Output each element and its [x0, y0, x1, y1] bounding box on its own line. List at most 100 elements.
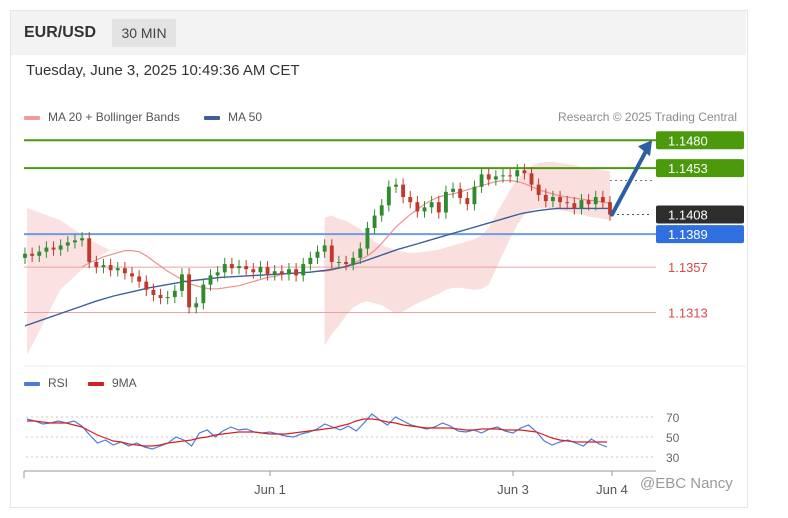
candle-body: [508, 175, 513, 177]
candle: [222, 257, 227, 279]
x-tick-label: Jun 1: [254, 482, 286, 497]
level-tag-1-1480: [656, 131, 744, 150]
candle: [144, 275, 149, 297]
candle: [365, 221, 370, 255]
legend-rsi: RSI: [24, 376, 68, 390]
candle: [394, 178, 398, 193]
candle-body: [522, 170, 527, 174]
candle: [486, 168, 491, 186]
candle: [422, 201, 427, 218]
candle-body: [558, 197, 562, 203]
level-label-1-1408: 1.1408: [668, 208, 708, 223]
candle: [379, 199, 384, 222]
candle: [258, 260, 263, 279]
candle-body: [579, 200, 584, 209]
candle: [501, 169, 505, 183]
level-label-1-1313: 1.1313: [668, 306, 708, 321]
candle: [558, 190, 562, 209]
candle-body: [472, 186, 477, 205]
candle-body: [458, 188, 463, 199]
candle: [472, 180, 477, 211]
candle-body: [465, 198, 470, 205]
candle: [151, 283, 156, 302]
candle-body: [394, 184, 398, 187]
candle-body: [401, 184, 406, 198]
candle-body: [415, 202, 420, 212]
candle: [58, 239, 63, 256]
candle-body: [151, 289, 156, 295]
candle-body: [386, 186, 391, 206]
candle-body: [251, 269, 256, 273]
level-tag-1-1453: [656, 159, 744, 178]
candle-body: [258, 267, 263, 273]
candle: [529, 167, 534, 191]
candle-body: [600, 197, 605, 203]
candle: [301, 257, 306, 282]
candle: [479, 168, 484, 193]
symbol-title: EUR/USD: [24, 24, 97, 41]
legend-label-rsi: RSI: [48, 376, 69, 390]
candle-body: [365, 227, 370, 249]
candle-body: [58, 245, 63, 250]
candle: [94, 255, 99, 274]
candle-body: [265, 267, 270, 275]
candle: [543, 188, 548, 208]
candle: [550, 190, 555, 208]
candle-body: [550, 197, 555, 202]
candle-body: [486, 174, 491, 180]
candle: [287, 263, 291, 281]
candle: [536, 178, 541, 202]
candle-body: [436, 202, 441, 213]
candle: [208, 269, 213, 291]
candle-body: [44, 247, 49, 252]
candle-body: [287, 269, 291, 275]
candle: [23, 247, 27, 265]
rsi-tick-50: 50: [666, 431, 680, 445]
rsi-line: [26, 413, 608, 450]
candle: [122, 261, 127, 280]
candle-body: [344, 261, 348, 265]
candle: [572, 197, 577, 215]
timeframe-badge[interactable]: 30 MIN: [112, 19, 176, 47]
candle-body: [322, 245, 327, 252]
candle: [593, 190, 598, 211]
candle: [130, 267, 134, 283]
candle: [101, 258, 106, 274]
candle: [44, 241, 49, 258]
candle-body: [30, 253, 35, 256]
candle-body: [80, 238, 85, 241]
candle: [372, 209, 377, 235]
candle: [180, 268, 184, 298]
candle: [30, 247, 35, 262]
candle: [386, 180, 391, 212]
candle: [522, 164, 527, 180]
candle-body: [429, 202, 434, 208]
legend-ma20: MA 20 + Bollinger Bands: [24, 110, 180, 124]
legend-swatch-ma20: [24, 115, 40, 120]
level-label-1-1480: 1.1480: [668, 133, 708, 148]
candle-body: [194, 303, 199, 308]
candle-body: [608, 202, 612, 215]
candle: [351, 251, 356, 271]
candle: [308, 251, 313, 271]
level-label-1-1453: 1.1453: [668, 161, 708, 176]
candle-body: [65, 242, 70, 246]
candle: [358, 242, 363, 265]
candle-body: [443, 191, 448, 213]
candle-body: [23, 253, 27, 258]
candle-body: [336, 261, 341, 263]
candle-body: [180, 274, 184, 291]
candle: [229, 257, 234, 275]
candle: [315, 245, 320, 265]
candle: [51, 241, 56, 256]
candle: [465, 191, 470, 211]
candle-body: [73, 240, 77, 243]
candle: [329, 239, 334, 269]
candle-body: [536, 184, 541, 195]
candle-body: [351, 257, 356, 265]
candle-body: [130, 273, 134, 277]
candle-body: [358, 248, 363, 258]
candle-body: [279, 271, 284, 275]
candle: [600, 190, 605, 209]
candle: [401, 178, 406, 204]
